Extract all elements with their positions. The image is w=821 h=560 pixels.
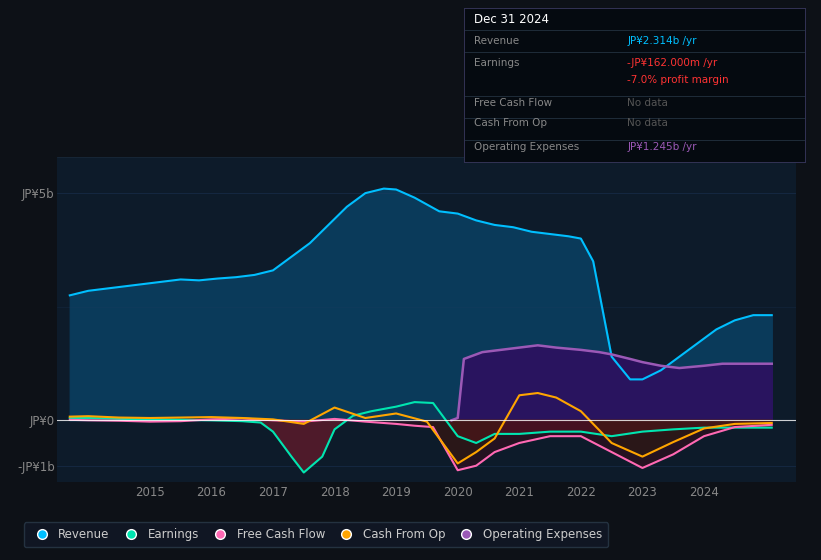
Text: No data: No data bbox=[627, 118, 668, 128]
Text: -7.0% profit margin: -7.0% profit margin bbox=[627, 75, 729, 85]
Text: Cash From Op: Cash From Op bbox=[474, 118, 547, 128]
Text: Operating Expenses: Operating Expenses bbox=[474, 142, 580, 152]
Text: Free Cash Flow: Free Cash Flow bbox=[474, 98, 553, 108]
Legend: Revenue, Earnings, Free Cash Flow, Cash From Op, Operating Expenses: Revenue, Earnings, Free Cash Flow, Cash … bbox=[24, 522, 608, 547]
Text: JP¥1.245b /yr: JP¥1.245b /yr bbox=[627, 142, 697, 152]
Text: No data: No data bbox=[627, 98, 668, 108]
Text: Dec 31 2024: Dec 31 2024 bbox=[474, 13, 549, 26]
Text: Earnings: Earnings bbox=[474, 58, 520, 68]
Text: JP¥2.314b /yr: JP¥2.314b /yr bbox=[627, 36, 697, 46]
Text: -JP¥162.000m /yr: -JP¥162.000m /yr bbox=[627, 58, 718, 68]
Text: Revenue: Revenue bbox=[474, 36, 519, 46]
